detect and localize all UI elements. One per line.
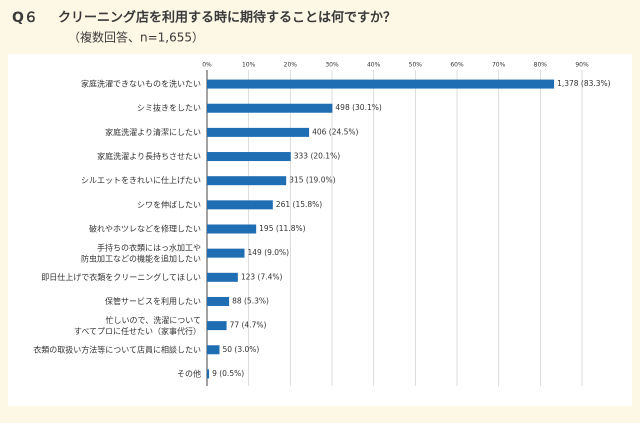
category-label: 保管サービスを利用したい	[105, 296, 201, 306]
value-label: 1,378 (83.3%)	[557, 79, 611, 88]
bar	[207, 272, 238, 282]
x-tick-label: 30%	[325, 62, 339, 69]
category-label: 家庭洗濯より長持ちさせたい	[97, 151, 201, 161]
bar	[207, 296, 230, 306]
value-label: 123 (7.4%)	[241, 272, 283, 281]
category-label: シミ抜きをしたい	[137, 103, 201, 113]
bar	[207, 200, 273, 210]
category-label: 即日仕上げで衣類をクリーニングしてほしい	[41, 272, 201, 282]
value-label: 88 (5.3%)	[232, 296, 269, 305]
category-label: シルエットをきれいに仕上げたい	[81, 175, 201, 185]
x-tick-label: 0%	[202, 62, 212, 69]
value-label: 77 (4.7%)	[230, 321, 267, 330]
bar	[207, 321, 227, 331]
value-label: 406 (24.5%)	[312, 127, 358, 136]
value-label: 261 (15.8%)	[276, 200, 322, 209]
bar	[207, 248, 245, 258]
question-number: Q６	[12, 10, 38, 26]
bar	[207, 224, 257, 234]
x-tick-label: 70%	[492, 62, 506, 69]
x-tick-label: 90%	[575, 62, 589, 69]
category-label: 家庭洗濯より清潔にしたい	[105, 127, 201, 137]
category-label: シワを伸ばしたい	[137, 199, 201, 209]
category-label: 忙しいので、洗濯についてすべてプロに任せたい（家事代行）	[74, 315, 201, 336]
x-tick-label: 80%	[534, 62, 548, 69]
category-label: 家庭洗濯できないものを洗いたい	[81, 79, 201, 89]
bar	[207, 152, 291, 162]
value-label: 9 (0.5%)	[212, 369, 244, 378]
value-label: 50 (3.0%)	[223, 345, 260, 354]
chart-title: クリーニング店を利用する時に期待することは何ですか？	[58, 10, 396, 26]
x-tick-label: 10%	[242, 62, 256, 69]
bar	[207, 345, 220, 355]
category-label: その他	[177, 368, 201, 378]
category-label: 衣類の取扱い方法等について店員に相談したい	[33, 344, 201, 354]
chart-subtitle: （複数回答、n=1,655）	[68, 30, 204, 45]
value-label: 333 (20.1%)	[294, 152, 340, 161]
value-label: 195 (11.8%)	[259, 224, 305, 233]
value-label: 149 (9.0%)	[248, 248, 290, 257]
value-label: 315 (19.0%)	[289, 176, 335, 185]
bar	[207, 127, 310, 137]
bar	[207, 79, 555, 89]
value-label: 498 (30.1%)	[335, 103, 381, 112]
x-tick-label: 20%	[284, 62, 298, 69]
x-tick-label: 50%	[409, 62, 423, 69]
bar	[207, 369, 210, 379]
x-tick-label: 40%	[367, 62, 381, 69]
bar	[207, 176, 287, 186]
x-tick-label: 60%	[450, 62, 464, 69]
bar	[207, 103, 333, 113]
category-label: 破れやホツレなどを修理したい	[89, 224, 201, 234]
category-label: 手持ちの衣類にはっ水加工や防虫加工などの機能を追加したい	[81, 242, 201, 263]
